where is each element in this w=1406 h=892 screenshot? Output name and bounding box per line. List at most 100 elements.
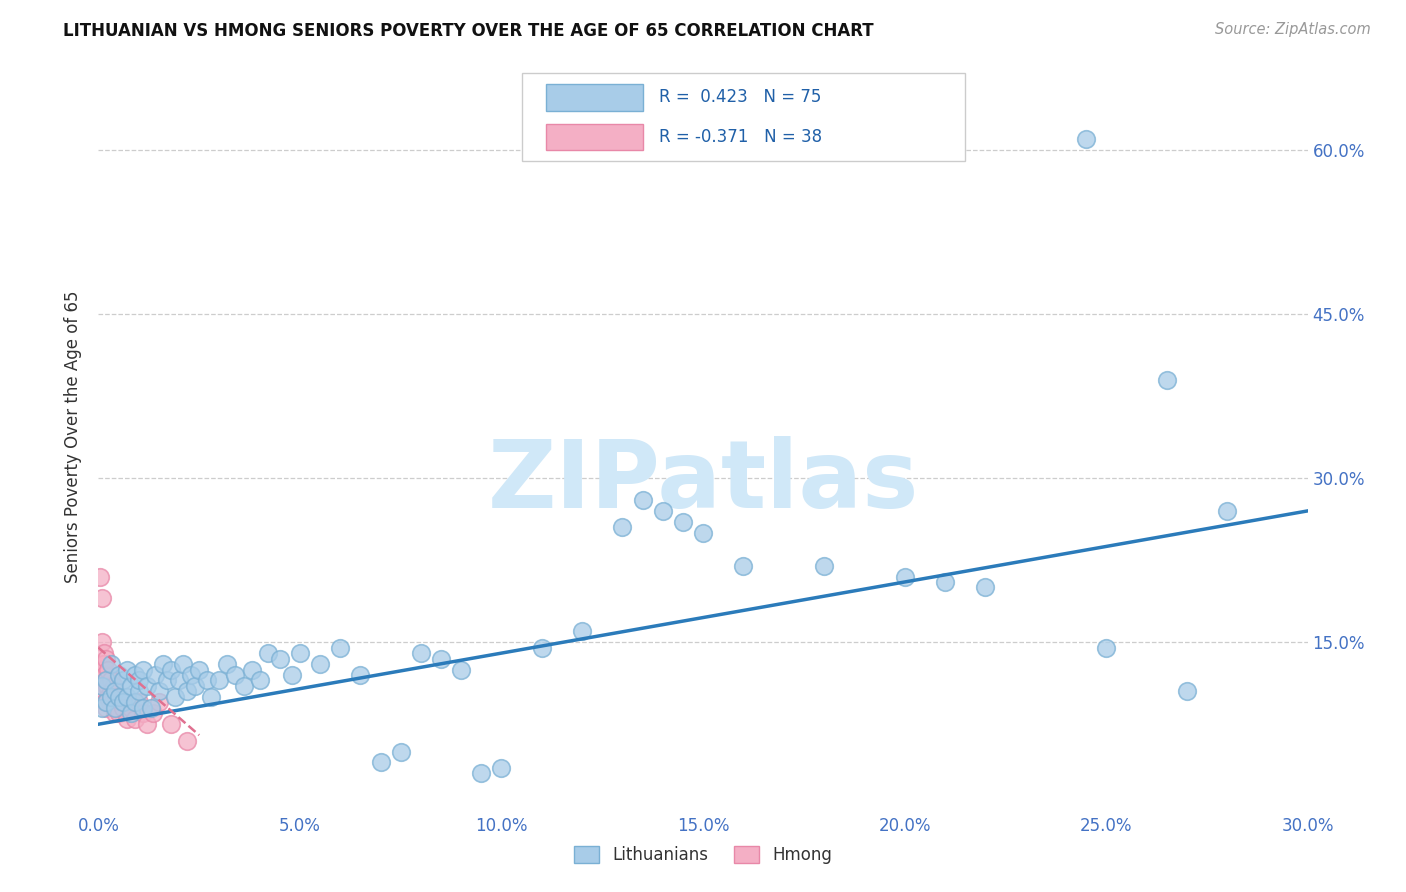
Point: [120, 701, 142, 715]
Point: [135, 679, 157, 693]
Point: [156, 673, 179, 688]
Point: [249, 673, 271, 688]
Point: [124, 695, 146, 709]
Point: [96, 673, 118, 688]
Point: [1074, 132, 1097, 146]
Point: [672, 515, 695, 529]
Point: [612, 520, 634, 534]
Point: [103, 706, 125, 721]
Point: [813, 558, 835, 573]
Point: [110, 695, 132, 709]
Point: [91, 635, 114, 649]
Point: [256, 646, 278, 660]
Point: [893, 569, 915, 583]
Point: [430, 651, 453, 665]
Point: [128, 695, 150, 709]
Point: [224, 668, 246, 682]
Point: [232, 679, 254, 693]
Point: [217, 657, 239, 671]
Point: [97, 690, 120, 704]
Point: [491, 761, 513, 775]
Point: [101, 695, 124, 709]
Point: [1095, 640, 1118, 655]
Point: [631, 493, 654, 508]
Point: [152, 657, 174, 671]
Point: [93, 646, 115, 660]
Point: [107, 690, 129, 704]
Legend: Lithuanians, Hmong: Lithuanians, Hmong: [568, 839, 838, 871]
Point: [96, 701, 118, 715]
Point: [98, 695, 121, 709]
Point: [104, 690, 127, 704]
Point: [120, 679, 142, 693]
Point: [93, 657, 115, 671]
Point: [132, 663, 155, 677]
Point: [1175, 684, 1198, 698]
Point: [167, 673, 190, 688]
Point: [135, 717, 157, 731]
Point: [240, 663, 263, 677]
Point: [163, 690, 186, 704]
Point: [148, 684, 170, 698]
Point: [103, 684, 125, 698]
Point: [188, 663, 211, 677]
Point: [269, 651, 291, 665]
Point: [91, 663, 114, 677]
Point: [651, 504, 673, 518]
Point: [974, 581, 997, 595]
Point: [124, 712, 146, 726]
Point: [309, 657, 332, 671]
Point: [90, 657, 112, 671]
Point: [111, 695, 134, 709]
Point: [128, 684, 150, 698]
Text: R =  0.423   N = 75: R = 0.423 N = 75: [658, 88, 821, 106]
Text: ZIPatlas: ZIPatlas: [488, 436, 918, 528]
Point: [115, 690, 138, 704]
Point: [281, 668, 304, 682]
Point: [450, 663, 472, 677]
Point: [208, 673, 231, 688]
Bar: [546, 124, 643, 150]
Point: [184, 679, 207, 693]
Point: [120, 706, 142, 721]
Point: [96, 651, 118, 665]
Point: [370, 756, 392, 770]
Point: [93, 684, 115, 698]
Point: [90, 591, 112, 606]
Point: [176, 684, 198, 698]
Point: [200, 690, 222, 704]
Point: [195, 673, 218, 688]
FancyBboxPatch shape: [522, 73, 965, 161]
Point: [470, 766, 492, 780]
Point: [94, 668, 117, 682]
Point: [105, 701, 128, 715]
Text: Source: ZipAtlas.com: Source: ZipAtlas.com: [1215, 22, 1371, 37]
Point: [180, 668, 202, 682]
Point: [172, 657, 194, 671]
Point: [148, 695, 170, 709]
Point: [692, 525, 714, 540]
Point: [1156, 373, 1178, 387]
Bar: [546, 85, 643, 111]
Point: [176, 733, 198, 747]
Point: [97, 663, 120, 677]
Point: [100, 673, 122, 688]
Point: [329, 640, 352, 655]
Point: [934, 574, 956, 589]
Point: [94, 673, 117, 688]
Point: [111, 673, 134, 688]
Text: LITHUANIAN VS HMONG SENIORS POVERTY OVER THE AGE OF 65 CORRELATION CHART: LITHUANIAN VS HMONG SENIORS POVERTY OVER…: [63, 22, 875, 40]
Point: [530, 640, 553, 655]
Point: [100, 690, 122, 704]
Point: [94, 695, 117, 709]
Point: [91, 679, 114, 693]
Point: [143, 668, 166, 682]
Point: [107, 706, 129, 721]
Point: [160, 663, 183, 677]
Point: [115, 663, 138, 677]
Point: [409, 646, 432, 660]
Point: [96, 679, 118, 693]
Point: [139, 701, 162, 715]
Point: [132, 701, 155, 715]
Point: [111, 701, 134, 715]
